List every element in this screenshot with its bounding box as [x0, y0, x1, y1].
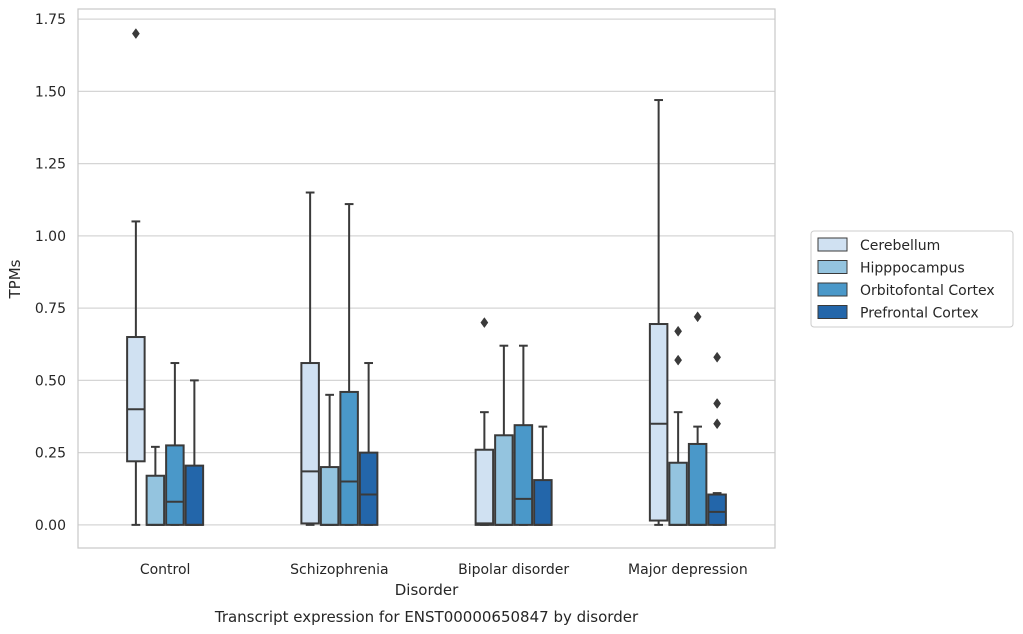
box-body	[494, 434, 514, 526]
box	[126, 28, 146, 526]
box-body	[339, 390, 359, 526]
legend-swatch	[817, 305, 848, 319]
x-tick-label: Control	[140, 562, 191, 578]
legend-swatch	[817, 282, 848, 297]
y-tick-label: 1.75	[35, 12, 66, 28]
box	[319, 393, 340, 526]
box-body	[513, 424, 534, 526]
box	[474, 317, 495, 526]
box-body	[533, 479, 553, 526]
outlier-point	[480, 317, 489, 329]
box	[668, 325, 688, 526]
box	[687, 311, 708, 526]
box-body	[165, 444, 185, 526]
y-tick-label: 0.75	[35, 301, 66, 317]
box-body	[707, 493, 727, 526]
box-body	[145, 474, 166, 526]
boxplot-marks	[126, 28, 727, 526]
box	[145, 445, 166, 526]
box	[707, 351, 727, 526]
box	[513, 344, 534, 526]
box	[648, 99, 669, 526]
legend-frame	[810, 230, 1014, 328]
legend-swatch	[817, 237, 848, 252]
legend-label: Orbitofontal Cortex	[860, 283, 995, 299]
outlier-point	[713, 398, 722, 409]
box-body	[668, 461, 688, 526]
y-tick-label: 1.50	[35, 84, 66, 100]
outlier-point	[713, 351, 722, 363]
box	[358, 362, 379, 526]
y-tick-label: 0.25	[35, 446, 66, 462]
box-body	[358, 451, 379, 526]
box-body	[474, 448, 495, 526]
box	[184, 379, 205, 526]
x-tick-label: Schizophrenia	[290, 562, 388, 578]
y-axis-title: TPMs	[6, 259, 24, 299]
x-axis-title: Disorder	[395, 581, 459, 599]
box-body	[648, 323, 669, 522]
plot-frame	[77, 8, 776, 549]
outlier-point	[713, 418, 722, 430]
outlier-point	[693, 311, 702, 323]
chart-title: Transcript expression for ENST0000065084…	[214, 608, 639, 626]
x-tick-label: Bipolar disorder	[458, 562, 569, 578]
legend-swatch	[817, 260, 848, 274]
outlier-point	[674, 325, 683, 337]
outlier-point	[131, 28, 140, 39]
box-body	[300, 362, 320, 525]
y-tick-label: 1.00	[35, 229, 66, 245]
outlier-point	[674, 354, 683, 366]
x-tick-labels: Control Schizophrenia Bipolar disorder Majo…	[140, 562, 748, 578]
y-tick-label: 0.00	[35, 518, 66, 534]
box-body	[319, 466, 340, 526]
y-tick-label: 1.25	[35, 157, 66, 173]
box	[300, 191, 320, 526]
y-tick-labels: 0.00 0.25 0.50 0.75 1.00 1.25 1.50 1.75	[35, 12, 66, 534]
legend: Cerebellum Hipppocampus Orbitofontal Corte…	[810, 230, 1014, 328]
box-body	[126, 336, 146, 463]
box-body	[184, 464, 205, 526]
legend-label: Cerebellum	[860, 238, 940, 254]
box	[339, 203, 359, 526]
y-tick-label: 0.50	[35, 373, 66, 389]
box	[533, 425, 553, 526]
legend-label: Hipppocampus	[860, 261, 965, 277]
box-body	[687, 442, 708, 526]
legend-label: Prefrontal Cortex	[860, 306, 979, 322]
box	[165, 362, 185, 526]
box	[494, 344, 514, 526]
x-tick-label: Major depression	[628, 562, 748, 578]
